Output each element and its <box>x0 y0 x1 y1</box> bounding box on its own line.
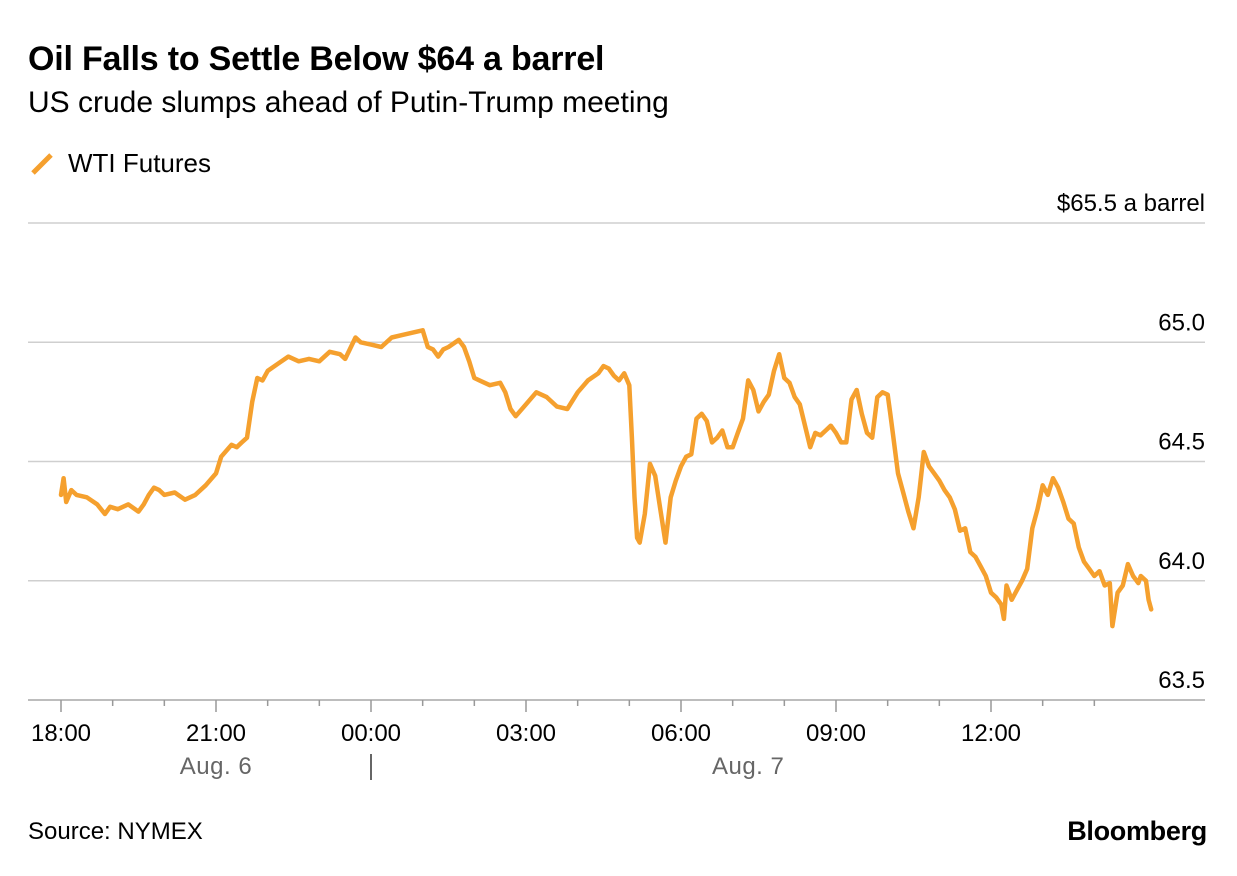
x-tick-label: 21:00 <box>186 720 246 747</box>
date-label: Aug. 6 <box>180 753 252 780</box>
chart-title: Oil Falls to Settle Below $64 a barrel <box>28 40 605 78</box>
series-layer <box>58 328 1154 629</box>
source-note: Source: NYMEX <box>28 818 203 845</box>
y-tick-label: 65.0 <box>1158 309 1205 336</box>
legend: WTI Futures <box>28 148 211 179</box>
x-tick-label: 06:00 <box>651 720 711 747</box>
legend-label: WTI Futures <box>68 148 212 178</box>
y-tick-label: 64.5 <box>1158 429 1205 456</box>
chart-subtitle: US crude slumps ahead of Putin-Trump mee… <box>28 86 669 119</box>
y-tick-label: 64.0 <box>1158 548 1205 575</box>
y-tick-label: $65.5 a barrel <box>1057 190 1205 217</box>
gridlines <box>28 222 1205 701</box>
x-tick-label: 03:00 <box>496 720 556 747</box>
x-tick-label: 18:00 <box>31 720 91 747</box>
bloomberg-logo: Bloomberg <box>1067 816 1207 846</box>
series-line-wti-futures <box>58 328 1154 629</box>
y-axis-ticks: $65.5 a barrel 65.0 64.5 64.0 63.5 <box>1057 190 1205 694</box>
x-tick-label: 00:00 <box>341 720 401 747</box>
x-tick-label: 12:00 <box>961 720 1021 747</box>
date-label: Aug. 7 <box>712 753 784 780</box>
legend-swatch-icon <box>31 152 53 175</box>
y-tick-label: 63.5 <box>1158 667 1205 694</box>
x-axis: 18:00 21:00 00:00 03:00 06:00 09:00 12:00 Aug. … <box>31 700 1096 780</box>
x-tick-label: 09:00 <box>806 720 866 747</box>
